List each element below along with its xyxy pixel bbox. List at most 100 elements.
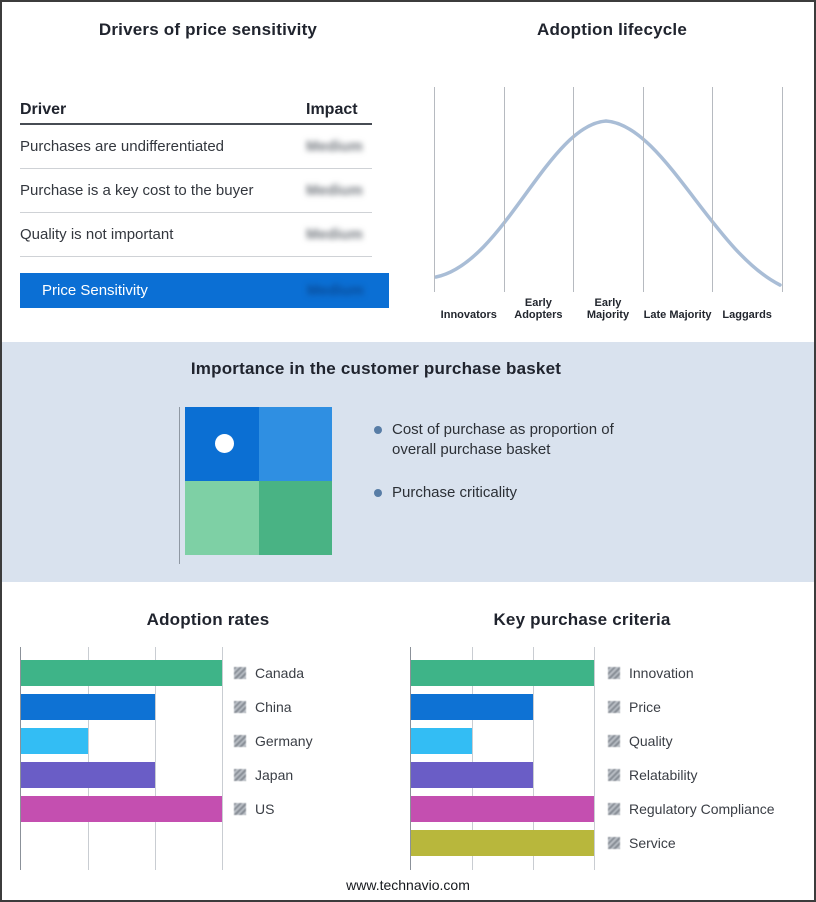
bell-curve-path xyxy=(434,119,782,287)
driver-cell: Quality is not important xyxy=(20,226,174,243)
legend-swatch-blurred-icon xyxy=(608,667,620,679)
key-purchase-criteria-legend: Innovation Price Quality Relatability Regula… xyxy=(608,647,814,870)
purchase-basket-quadrant xyxy=(185,407,332,555)
adoption-rates-title: Adoption rates xyxy=(146,610,270,629)
legend-swatch-blurred-icon xyxy=(608,803,620,815)
stage-label-text: Laggards xyxy=(722,309,772,322)
stage-divider-line xyxy=(642,87,644,292)
quadrant-bottom-left xyxy=(185,481,259,555)
bullet-text: Purchase criticality xyxy=(392,483,518,501)
bar-price xyxy=(411,694,533,720)
legend-label: Service xyxy=(629,835,676,851)
stage-label-early-adopters: Early Adopters xyxy=(504,294,574,322)
stage-label-text: Innovators xyxy=(440,309,497,322)
basket-panel-title: Importance in the customer purchase bask… xyxy=(190,359,562,378)
stage-label-text: Early Majority xyxy=(586,296,630,322)
bullet-list: Cost of purchase as proportion of overal… xyxy=(374,420,674,525)
legend-label: Innovation xyxy=(629,665,694,681)
bar-japan xyxy=(21,762,155,788)
driver-cell: Purchases are undifferentiated xyxy=(20,138,225,155)
price-sensitivity-value-blurred: Medium xyxy=(307,282,364,299)
bullet-dot-icon xyxy=(374,426,382,434)
legend-swatch-blurred-icon xyxy=(234,667,246,679)
lifecycle-stage-labels: Innovators Early Adopters Early Majority… xyxy=(434,294,782,322)
quadrant-top-left xyxy=(185,407,259,481)
stage-divider-line xyxy=(712,87,714,292)
legend-item-japan: Japan xyxy=(234,762,293,788)
stage-label-late-majority: Late Majority xyxy=(643,294,713,322)
legend-swatch-blurred-icon xyxy=(234,769,246,781)
legend-label: US xyxy=(255,801,275,817)
legend-item-quality: Quality xyxy=(608,728,673,754)
adoption-rates-chart xyxy=(20,647,223,870)
legend-item-canada: Canada xyxy=(234,660,304,686)
quadrant-bottom-right xyxy=(258,481,332,555)
legend-label: Regulatory Compliance xyxy=(629,801,775,817)
legend-item-regulatory-compliance: Regulatory Compliance xyxy=(608,796,775,822)
legend-label: Relatability xyxy=(629,767,698,783)
bar-relatability xyxy=(411,762,533,788)
stage-label-text: Early Adopters xyxy=(514,296,563,322)
legend-label: Canada xyxy=(255,665,305,681)
quadrant-top-right xyxy=(258,407,332,481)
position-marker-dot xyxy=(215,434,234,453)
bar-service xyxy=(411,830,594,856)
bell-curve-svg xyxy=(434,119,782,287)
legend-swatch-blurred-icon xyxy=(234,701,246,713)
stage-divider-line xyxy=(503,87,505,292)
impact-value-blurred: Medium xyxy=(306,182,363,199)
legend-item-china: China xyxy=(234,694,292,720)
stage-label-laggards: Laggards xyxy=(712,294,782,322)
legend-swatch-blurred-icon xyxy=(608,701,620,713)
table-header-row: Driver Impact xyxy=(20,96,372,125)
impact-value-blurred: Medium xyxy=(306,138,363,155)
bar-china xyxy=(21,694,155,720)
legend-item-us: US xyxy=(234,796,274,822)
gridline xyxy=(594,647,595,870)
legend-label: Germany xyxy=(255,733,313,749)
adoption-rates-legend: Canada China Germany Japan US xyxy=(234,647,404,870)
stage-divider-line xyxy=(573,87,575,292)
bar-us xyxy=(21,796,222,822)
legend-label: Quality xyxy=(629,733,673,749)
bar-canada xyxy=(21,660,222,686)
table-row: Quality is not important Medium xyxy=(20,213,372,257)
adoption-lifecycle-chart xyxy=(434,87,783,292)
table-row: Purchases are undifferentiated Medium xyxy=(20,125,372,169)
gridline xyxy=(222,647,223,870)
legend-item-relatability: Relatability xyxy=(608,762,697,788)
gridline xyxy=(87,647,89,870)
stage-divider-line xyxy=(782,87,783,292)
bullet-item: Purchase criticality xyxy=(374,483,674,503)
table-row: Purchase is a key cost to the buyer Medi… xyxy=(20,169,372,213)
legend-label: Japan xyxy=(255,767,294,783)
bar-quality xyxy=(411,728,472,754)
bullet-item: Cost of purchase as proportion of overal… xyxy=(374,420,674,461)
bar-innovation xyxy=(411,660,594,686)
legend-item-service: Service xyxy=(608,830,676,856)
stage-label-innovators: Innovators xyxy=(434,294,504,322)
drivers-table: Driver Impact Purchases are undifferenti… xyxy=(20,96,372,257)
lifecycle-panel-title: Adoption lifecycle xyxy=(536,20,687,39)
legend-swatch-blurred-icon xyxy=(234,803,246,815)
legend-item-innovation: Innovation xyxy=(608,660,694,686)
stage-divider-line xyxy=(434,87,435,292)
driver-column-header: Driver xyxy=(20,100,67,118)
price-sensitivity-summary-bar: Price Sensitivity Medium xyxy=(20,273,389,308)
key-purchase-criteria-chart xyxy=(410,647,595,870)
stage-label-text: Late Majority xyxy=(643,309,712,322)
quadrant-y-axis xyxy=(179,407,180,564)
legend-swatch-blurred-icon xyxy=(608,837,620,849)
bar-germany xyxy=(21,728,88,754)
legend-label: Price xyxy=(629,699,661,715)
legend-label: China xyxy=(255,699,292,715)
gridline xyxy=(472,647,473,870)
impact-column-header: Impact xyxy=(306,100,358,118)
price-sensitivity-label: Price Sensitivity xyxy=(42,282,148,299)
footer-url: www.technavio.com xyxy=(346,877,470,893)
driver-cell: Purchase is a key cost to the buyer xyxy=(20,182,254,199)
stage-label-early-majority: Early Majority xyxy=(573,294,643,322)
gridline xyxy=(533,647,534,870)
drivers-panel-title: Drivers of price sensitivity xyxy=(98,20,318,39)
bullet-text: Cost of purchase as proportion of overal… xyxy=(392,421,614,459)
